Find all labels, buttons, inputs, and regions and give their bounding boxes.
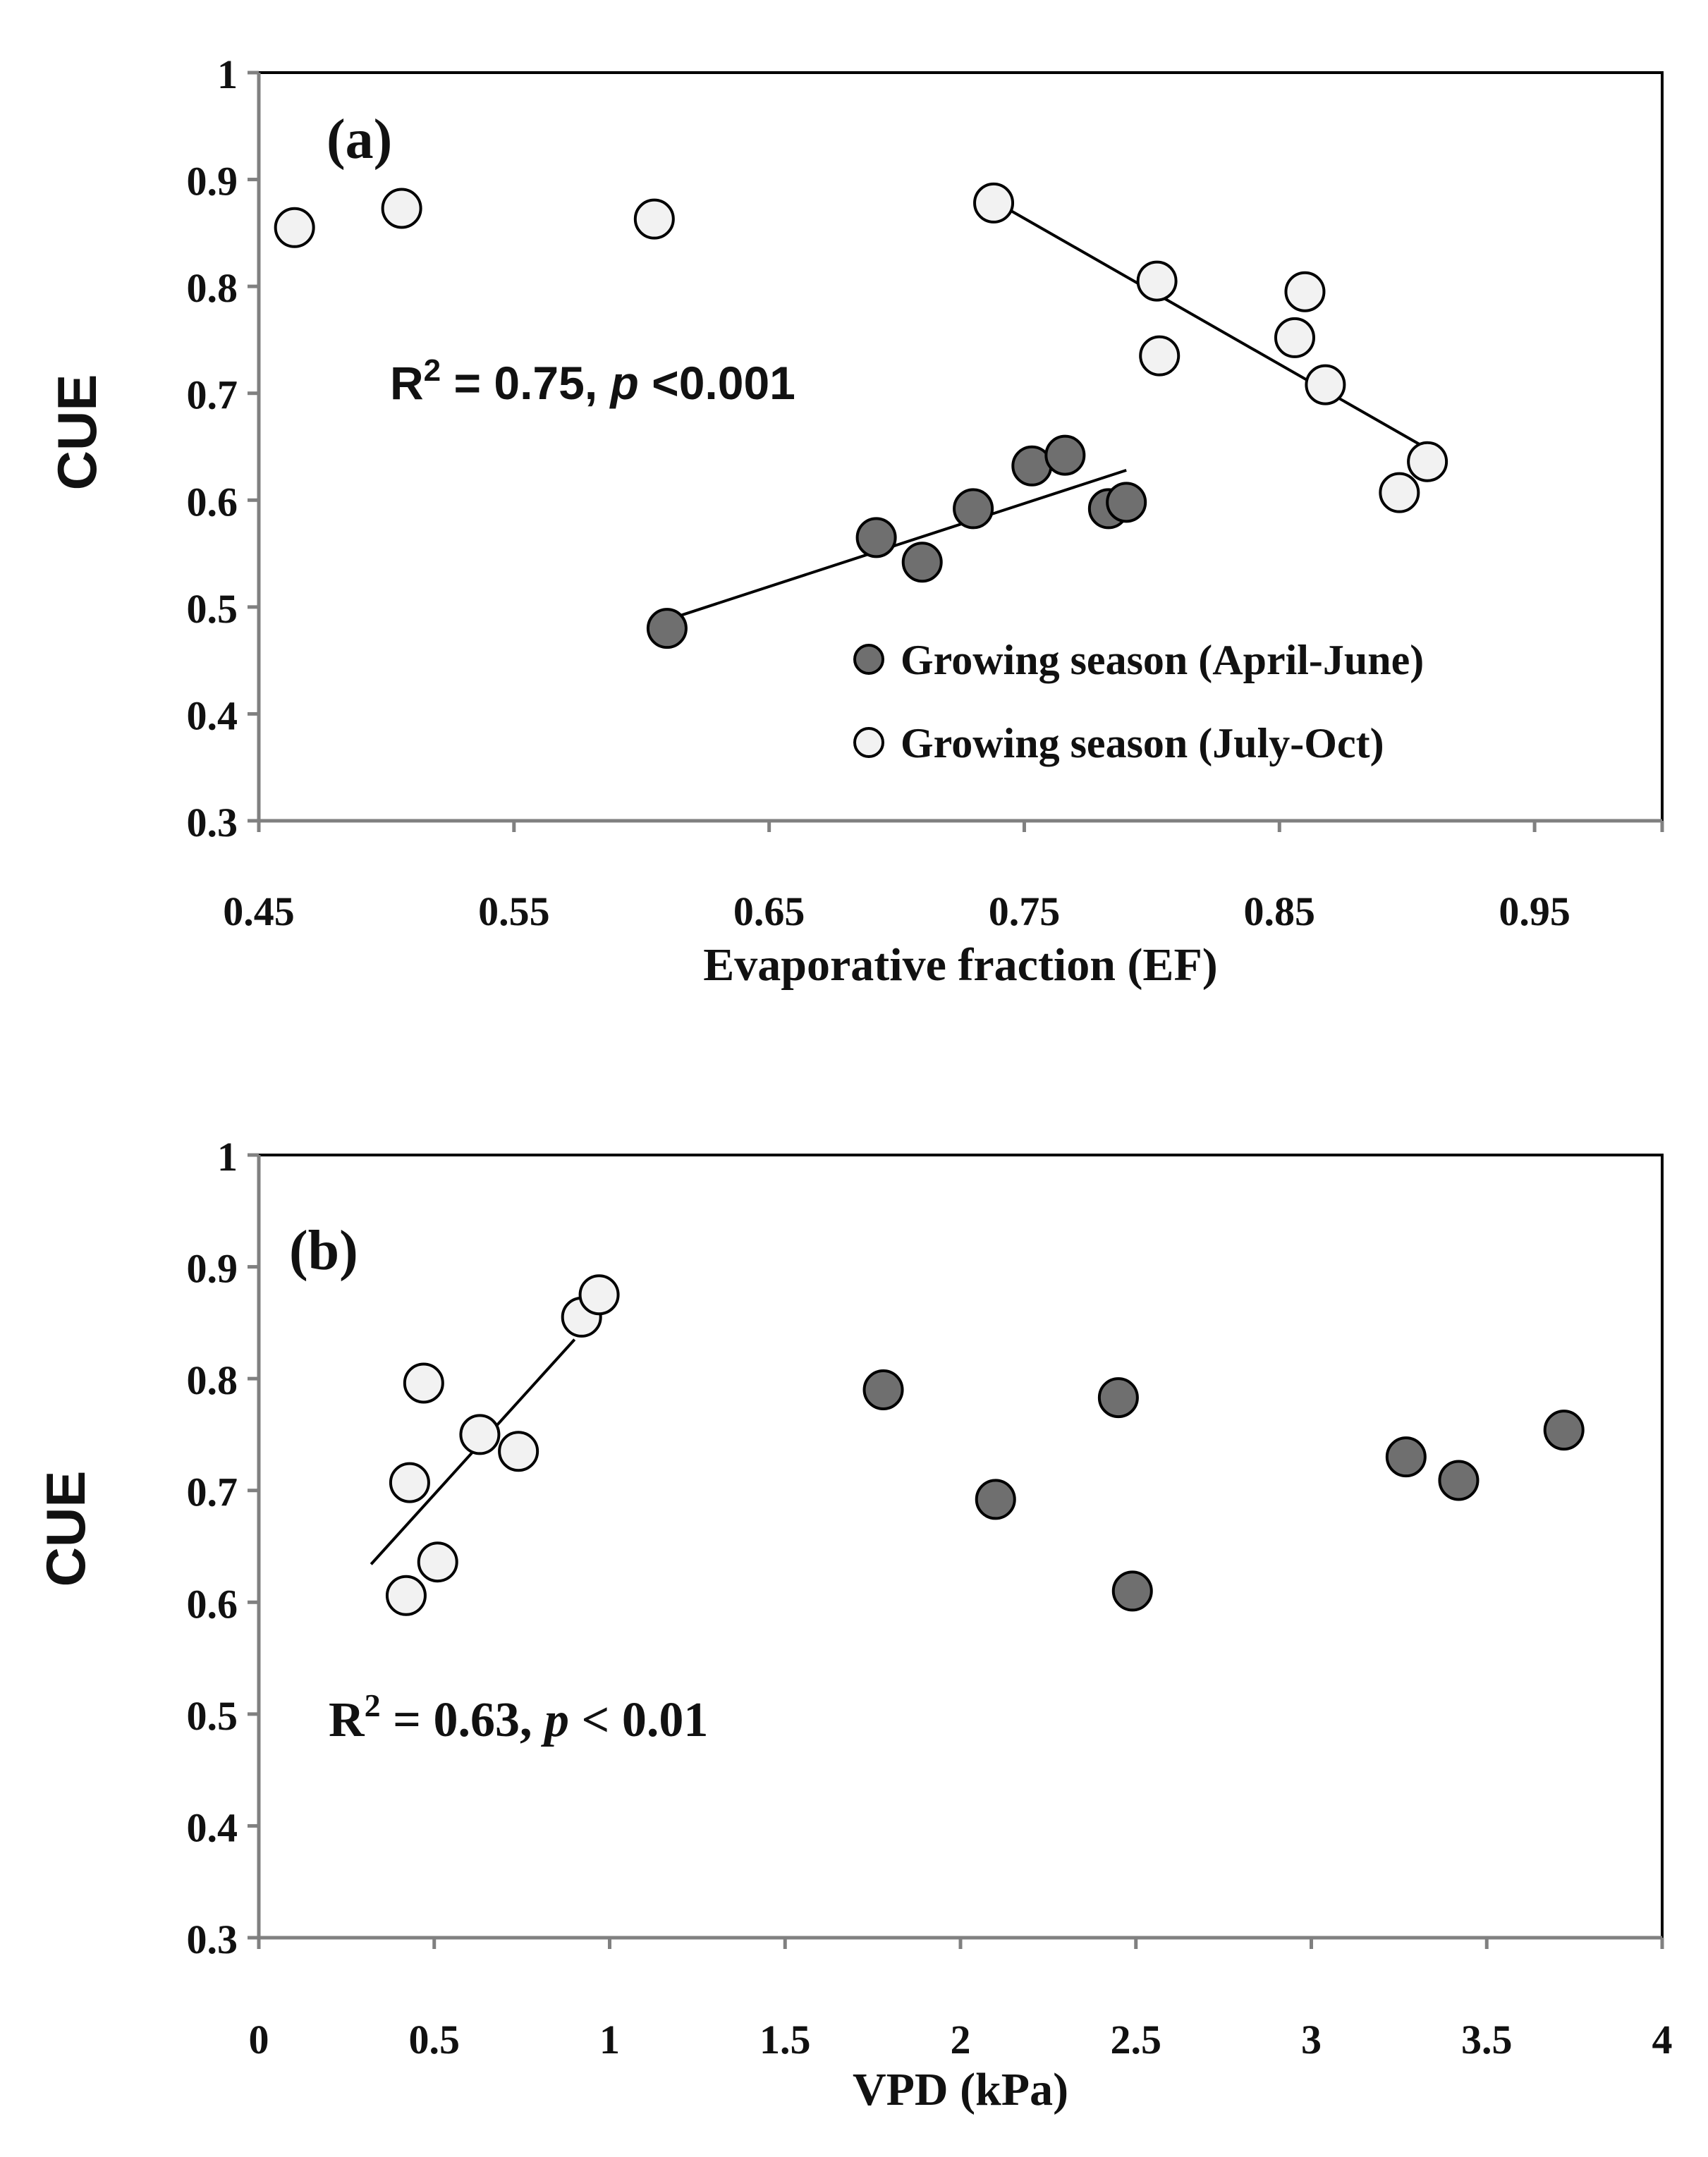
panel-a-x-tick-label: 0.45 bbox=[223, 888, 295, 934]
panel-a-y-tick-label: 0.8 bbox=[187, 265, 238, 311]
data-point-july-oct bbox=[1379, 472, 1420, 513]
panel-a-x-tick-label: 0.85 bbox=[1244, 888, 1316, 934]
panel-a-trendlines bbox=[666, 200, 1429, 621]
panel-a-y-tick-label: 0.4 bbox=[187, 692, 238, 738]
panel-a-axes bbox=[248, 71, 1664, 832]
data-point-july-oct bbox=[578, 1274, 620, 1316]
panel-a-y-tick-label: 0.7 bbox=[187, 372, 238, 418]
panel-a-x-tick-label: 0.95 bbox=[1499, 888, 1570, 934]
data-point-april-june bbox=[1097, 1377, 1139, 1419]
data-point-april-june bbox=[862, 1369, 904, 1410]
panel-b-axes bbox=[248, 1153, 1664, 1949]
panel-a-y-axis-title: CUE bbox=[46, 374, 108, 491]
data-point-july-oct bbox=[1274, 317, 1315, 358]
panel-a-x-axis-title: Evaporative fraction (EF) bbox=[703, 939, 1218, 991]
data-point-july-oct bbox=[385, 1575, 427, 1616]
panel-b-y-tick-label: 0.7 bbox=[187, 1469, 238, 1515]
panel-b-x-axis-title: VPD (kPa) bbox=[853, 2064, 1068, 2115]
legend-marker-april-june bbox=[853, 644, 884, 675]
data-point-july-oct bbox=[1139, 335, 1181, 377]
data-point-april-june bbox=[1438, 1460, 1480, 1501]
panel-b-x-tick-label: 2 bbox=[951, 2017, 971, 2063]
data-point-april-june bbox=[1385, 1436, 1427, 1478]
data-point-july-oct bbox=[1305, 364, 1346, 405]
legend-marker-july-oct bbox=[853, 727, 884, 758]
panel-a-y-tick-label: 0.9 bbox=[187, 159, 238, 204]
legend-label-april-june: Growing season (April-June) bbox=[901, 637, 1424, 683]
data-point-april-june bbox=[975, 1479, 1016, 1520]
panel-b-x-tick-label: 0 bbox=[249, 2017, 269, 2063]
data-point-july-oct bbox=[973, 182, 1015, 224]
panel-a-annotation: R2 = 0.75, p <0.001 bbox=[390, 353, 795, 409]
panel-b-points bbox=[385, 1274, 1585, 1616]
panel-a-x-tick-label: 0.55 bbox=[478, 888, 550, 934]
data-point-april-june bbox=[1543, 1410, 1585, 1451]
data-point-april-june bbox=[646, 608, 688, 649]
panel-a-x-tick-label: 0.65 bbox=[733, 888, 805, 934]
data-point-july-oct bbox=[381, 188, 422, 229]
panel-a-points bbox=[274, 182, 1448, 649]
data-point-april-june bbox=[953, 488, 994, 530]
panel-b-y-tick-label: 1 bbox=[217, 1134, 238, 1180]
panel-b-x-tick-label: 3 bbox=[1301, 2017, 1322, 2063]
panel-b-x-tick-label: 1.5 bbox=[760, 2017, 811, 2063]
data-point-april-june bbox=[1044, 434, 1086, 476]
panel-b-x-tick-label: 2.5 bbox=[1111, 2017, 1162, 2063]
panel-a-legend: Growing season (April-June) Growing seas… bbox=[853, 637, 1424, 766]
data-point-july-oct bbox=[403, 1362, 444, 1404]
panel-a-y-tick-label: 0.3 bbox=[187, 800, 238, 845]
panel-a-x-tick-label: 0.75 bbox=[989, 888, 1061, 934]
data-point-july-oct bbox=[417, 1541, 458, 1583]
panel-b: 0 0.5 1 1.5 2 2.5 3 3.5 4 0.3 0.4 0.5 0.6 0.7 0.8 0.9 1… bbox=[35, 1134, 1673, 2115]
panel-b-x-tick-label: 4 bbox=[1652, 2017, 1673, 2063]
panel-b-y-tick-labels: 0.3 0.4 0.5 0.6 0.7 0.8 0.9 1 bbox=[187, 1134, 238, 1962]
panel-a-label: (a) bbox=[327, 109, 392, 171]
panel-b-annotation: R2 = 0.63, p < 0.01 bbox=[329, 1687, 708, 1747]
data-point-july-oct bbox=[633, 198, 675, 240]
data-point-july-oct bbox=[274, 207, 315, 248]
panel-b-y-tick-label: 0.6 bbox=[187, 1581, 238, 1627]
panel-b-plot-frame bbox=[257, 1154, 1664, 1939]
panel-a-y-tick-labels: 0.3 0.4 0.5 0.6 0.7 0.8 0.9 1 bbox=[187, 51, 238, 845]
panel-b-y-tick-label: 0.9 bbox=[187, 1246, 238, 1292]
data-point-april-june bbox=[901, 542, 943, 583]
panel-b-y-tick-label: 0.5 bbox=[187, 1693, 238, 1739]
panel-a-plot-frame bbox=[257, 71, 1664, 822]
trendline-growing-season-april-june bbox=[666, 468, 1127, 621]
trendline-growing-season-july-oct bbox=[993, 200, 1429, 451]
panel-a-y-tick-label: 0.5 bbox=[187, 586, 238, 632]
panel-b-x-tick-label: 1 bbox=[599, 2017, 620, 2063]
panel-b-label: (b) bbox=[289, 1220, 358, 1282]
data-point-july-oct bbox=[459, 1414, 501, 1455]
panel-a-y-tick-label: 0.6 bbox=[187, 479, 238, 525]
panel-a-x-tick-labels: 0.45 0.55 0.65 0.75 0.85 0.95 bbox=[223, 888, 1570, 934]
data-point-july-oct bbox=[1407, 441, 1448, 482]
panel-b-x-tick-labels: 0 0.5 1 1.5 2 2.5 3 3.5 4 bbox=[249, 2017, 1673, 2063]
panel-a-y-tick-label: 1 bbox=[217, 51, 238, 97]
data-point-july-oct bbox=[1284, 271, 1326, 312]
data-point-april-june bbox=[1106, 482, 1147, 523]
data-point-april-june bbox=[855, 517, 897, 558]
panel-b-y-axis-title: CUE bbox=[35, 1471, 97, 1587]
panel-b-x-tick-label: 0.5 bbox=[409, 2017, 460, 2063]
data-point-july-oct bbox=[1136, 260, 1178, 302]
data-point-april-june bbox=[1111, 1570, 1153, 1612]
panel-a: 0.45 0.55 0.65 0.75 0.85 0.95 0.3 0.4 0.5 0.6 0.7… bbox=[46, 51, 1664, 991]
panel-b-y-tick-label: 0.4 bbox=[187, 1804, 238, 1850]
data-point-july-oct bbox=[389, 1462, 430, 1503]
panel-b-y-tick-label: 0.3 bbox=[187, 1917, 238, 1962]
data-point-july-oct bbox=[498, 1431, 539, 1472]
panel-b-x-tick-label: 3.5 bbox=[1461, 2017, 1513, 2063]
legend-label-july-oct: Growing season (July-Oct) bbox=[901, 720, 1384, 766]
panel-b-y-tick-label: 0.8 bbox=[187, 1357, 238, 1403]
